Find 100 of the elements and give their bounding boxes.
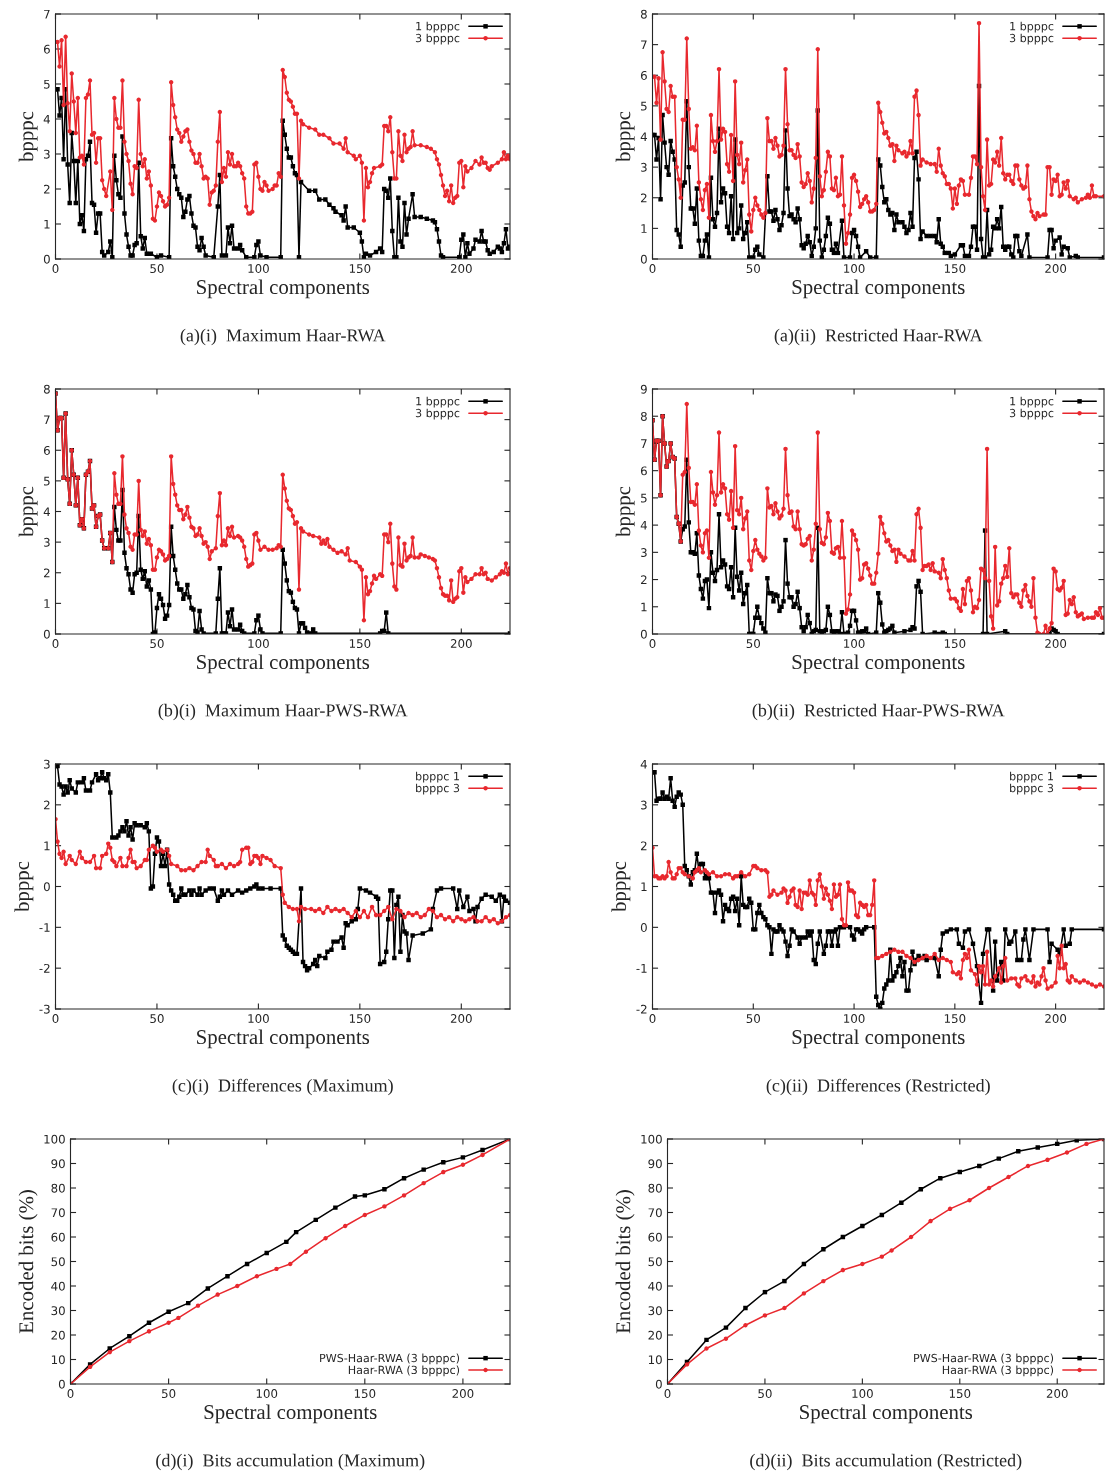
y-tick-label: 20 (51, 1330, 65, 1340)
y-tick-label: 4 (43, 507, 50, 516)
x-tick-label: 100 (256, 1389, 278, 1398)
y-tick-label: 0 (640, 629, 647, 639)
y-tick-label: 0 (43, 254, 50, 264)
y-tick-label: 1 (641, 882, 647, 891)
y-tick-label: 4 (640, 520, 647, 530)
y-tick-label: 50 (51, 1257, 65, 1267)
y-tick-label: 7 (44, 9, 50, 19)
y-tick-label: 60 (51, 1232, 65, 1242)
x-axis-title: Spectral components (204, 1404, 377, 1424)
y-tick-label: 3 (44, 149, 50, 159)
x-tick-label: 150 (949, 1389, 971, 1398)
text: (c)(i) Differences (Maximum) (172, 1078, 393, 1096)
x-tick-label: 50 (746, 639, 761, 648)
x-tick-label: 150 (349, 1014, 371, 1023)
y-tick-label: 100 (641, 1134, 662, 1144)
x-tick-label: 200 (450, 1014, 472, 1023)
x-tick-label: 50 (162, 1389, 176, 1398)
x-tick-label: 150 (349, 639, 371, 648)
legend-label: 3 bpppc (415, 408, 460, 420)
y-tick-label: 2 (43, 568, 50, 578)
y-tick-label: -1 (636, 964, 647, 973)
x-tick-label: 100 (844, 639, 865, 648)
y-tick-label: 7 (641, 40, 647, 50)
x-tick-label: 200 (450, 264, 472, 273)
y-tick-label: 2 (43, 184, 50, 194)
legend-label: 1 bpppc (416, 21, 460, 33)
y-tick-label: 9 (640, 384, 647, 394)
legend-label: 1 bpppc (1010, 21, 1054, 33)
x-tick-label: 50 (758, 1389, 772, 1398)
y-tick-label: 6 (640, 70, 647, 80)
legend-label: 1 bpppc (1010, 396, 1054, 408)
y-tick-label: 5 (44, 79, 50, 89)
x-axis-title: Spectral components (800, 1404, 973, 1424)
x-tick-label: 150 (944, 1014, 966, 1023)
y-tick-label: 0 (655, 1379, 662, 1389)
legend-label: 3 bpppc (415, 33, 460, 45)
x-tick-label: 200 (1045, 1014, 1067, 1023)
y-tick-label: 2 (640, 575, 647, 585)
x-axis-title: Spectral components (792, 279, 965, 299)
y-tick-label: 1 (44, 841, 50, 851)
x-tick-label: 200 (1045, 264, 1067, 273)
y-tick-label: 90 (648, 1159, 662, 1169)
y-tick-label: 0 (640, 254, 647, 264)
x-axis-title: Spectral components (197, 1029, 370, 1049)
legend-label: PWS-Haar-RWA (3 bpppc) (914, 1353, 1054, 1365)
y-tick-label: 80 (648, 1183, 662, 1193)
x-tick-label: 50 (746, 264, 761, 273)
x-tick-label: 100 (844, 1014, 865, 1023)
y-tick-label: 2 (43, 800, 50, 810)
y-tick-label: 1 (641, 602, 647, 612)
y-tick-label: -2 (39, 963, 50, 973)
legend-label: bpppc 1 (416, 771, 459, 783)
y-tick-label: 3 (641, 548, 647, 557)
y-tick-label: 3 (641, 162, 647, 172)
y-tick-label: 5 (641, 101, 647, 111)
x-tick-label: 100 (844, 264, 865, 273)
y-tick-label: 50 (648, 1257, 662, 1267)
y-tick-label: 30 (648, 1306, 662, 1316)
x-tick-label: 100 (248, 1014, 269, 1023)
y-tick-label: 30 (51, 1306, 65, 1316)
y-tick-label: 1 (44, 219, 50, 229)
y-axis-title: bpppc (615, 111, 635, 162)
x-tick-label: 100 (852, 1389, 873, 1398)
x-tick-label: 100 (248, 639, 269, 648)
x-tick-label: 50 (150, 264, 164, 273)
y-tick-label: -1 (39, 923, 50, 932)
legend-label: bpppc 1 (1010, 771, 1053, 783)
y-tick-label: 4 (43, 114, 50, 124)
y-axis-title: bpppc (18, 111, 38, 162)
y-axis-title: bpppc (615, 486, 635, 537)
x-tick-label: 50 (150, 1014, 164, 1023)
y-tick-label: 6 (43, 445, 50, 455)
y-tick-label: 0 (43, 629, 50, 639)
y-tick-label: 70 (648, 1208, 662, 1218)
x-axis-title: Spectral components (792, 654, 965, 674)
x-tick-label: 150 (349, 264, 371, 273)
y-tick-label: 7 (44, 415, 50, 425)
legend-label: PWS-Haar-RWA (3 bpppc) (320, 1353, 460, 1365)
y-tick-label: 90 (51, 1159, 65, 1169)
x-tick-label: 150 (944, 264, 966, 273)
legend-label: 1 bpppc (416, 396, 460, 408)
y-tick-label: 8 (640, 9, 647, 19)
y-axis-title: Encoded bits (%) (18, 1190, 38, 1334)
y-tick-label: 8 (43, 384, 50, 394)
text: (d)(i) Bits accumulation (Maximum) (156, 1453, 425, 1471)
y-tick-label: 10 (648, 1355, 662, 1365)
y-tick-label: 3 (44, 537, 50, 547)
y-tick-label: 3 (44, 759, 50, 769)
y-axis-title: bpppc (14, 861, 34, 912)
legend-label: bpppc 3 (1010, 783, 1054, 795)
x-tick-label: 150 (354, 1389, 376, 1398)
y-tick-label: 8 (640, 411, 647, 421)
y-tick-label: 0 (640, 923, 647, 932)
y-tick-label: 7 (641, 439, 647, 448)
x-axis-title: Spectral components (792, 1029, 965, 1049)
y-tick-label: 6 (640, 466, 647, 476)
y-tick-label: 0 (58, 1379, 65, 1389)
y-tick-label: 3 (641, 800, 647, 810)
